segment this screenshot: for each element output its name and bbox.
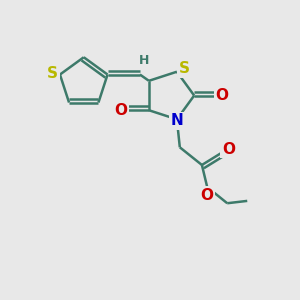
Text: N: N	[171, 113, 184, 128]
Text: O: O	[201, 188, 214, 203]
Text: O: O	[216, 88, 229, 103]
Text: H: H	[139, 54, 149, 67]
Text: O: O	[114, 103, 128, 118]
Text: S: S	[179, 61, 190, 76]
Text: S: S	[47, 66, 58, 81]
Text: O: O	[222, 142, 235, 157]
